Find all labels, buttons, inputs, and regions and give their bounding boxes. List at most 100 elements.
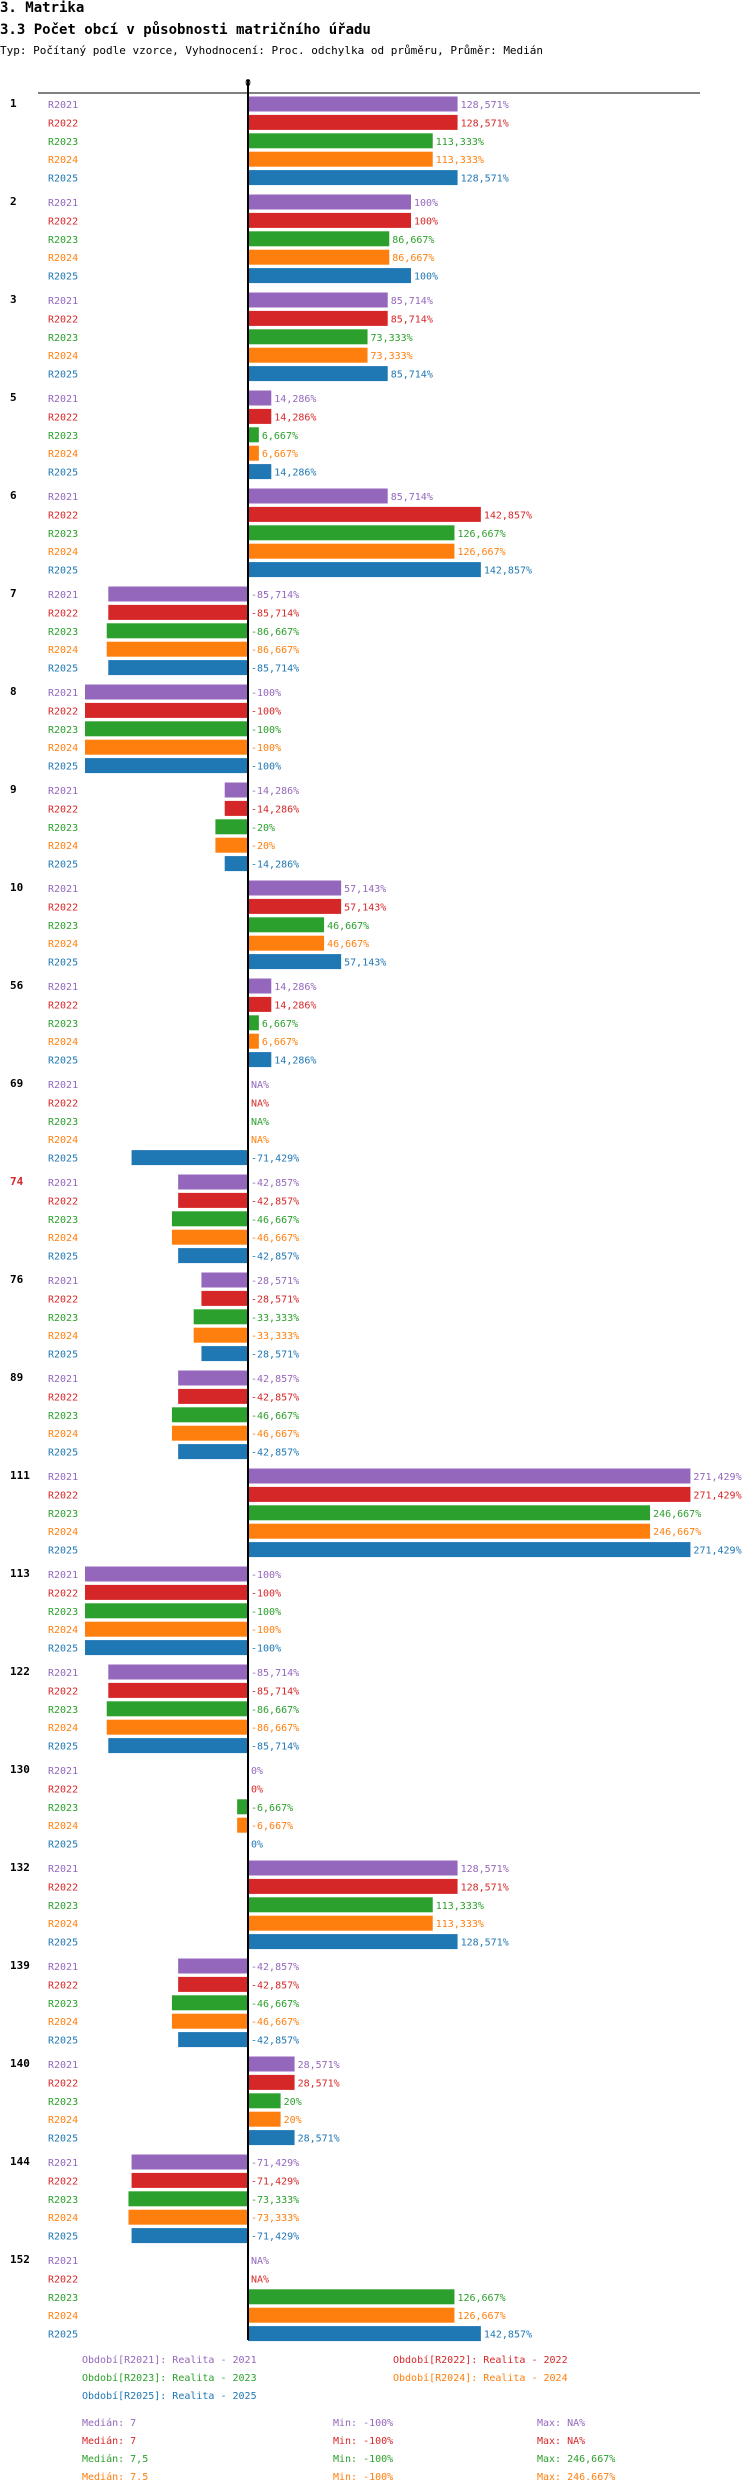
series-label-r2025: R2025 [48,1056,78,1067]
series-label-r2023: R2023 [48,1411,78,1422]
bar-2-r2022 [248,212,411,228]
stat-max-r2023: Max: 246,667% [537,2454,615,2465]
bar-6-r2023 [248,525,455,541]
bar-10-r2025 [248,954,342,970]
bar-10-r2022 [248,898,342,914]
bar-111-r2025 [248,1542,691,1558]
bar-113-r2021 [85,1566,248,1582]
bar-1-r2021 [248,96,458,112]
category-label-56: 56 [10,979,24,992]
bar-111-r2022 [248,1486,691,1502]
data-label-76-r2025: -28,571% [251,1350,299,1361]
category-label-3: 3 [10,293,17,306]
bar-56-r2025 [248,1052,272,1068]
bar-9-r2025 [224,856,248,872]
bar-140-r2023 [248,2093,281,2109]
chart-title: 3.3 Počet obcí v působnosti matričního ú… [0,22,371,38]
bar-56-r2022 [248,996,272,1012]
bar-9-r2021 [224,782,248,798]
data-label-1-r2022: 128,571% [461,118,509,129]
bar-5-r2023 [248,427,259,443]
data-label-76-r2022: -28,571% [251,1294,299,1305]
data-label-3-r2022: 85,714% [391,314,433,325]
series-label-r2024: R2024 [48,743,78,754]
bar-89-r2025 [178,1444,248,1460]
bar-56-r2024 [248,1033,259,1049]
bar-7-r2025 [108,660,248,676]
bar-3-r2021 [248,292,388,308]
series-label-r2025: R2025 [48,664,78,675]
series-label-r2022: R2022 [48,412,78,423]
series-label-r2023: R2023 [48,2097,78,2108]
series-label-r2022: R2022 [48,1000,78,1011]
data-label-152-r2022: NA% [251,2274,269,2285]
legend-item-r2023: Období[R2023]: Realita - 2023 [82,2372,257,2384]
series-label-r2025: R2025 [48,958,78,969]
data-label-111-r2024: 246,667% [653,1527,701,1538]
series-label-r2021: R2021 [48,982,78,993]
series-label-r2023: R2023 [48,431,78,442]
bar-7-r2023 [106,623,248,639]
data-label-74-r2021: -42,857% [251,1178,299,1189]
bar-5-r2025 [248,464,272,480]
data-label-10-r2024: 46,667% [327,939,369,950]
series-label-r2023: R2023 [48,1215,78,1226]
data-label-2-r2023: 86,667% [392,235,434,246]
bar-10-r2021 [248,880,342,896]
data-label-111-r2022: 271,429% [693,1490,741,1501]
bar-144-r2021 [131,2154,248,2170]
data-label-69-r2022: NA% [251,1098,269,1109]
bar-2-r2021 [248,194,411,210]
bar-130-r2024 [237,1817,248,1833]
bar-111-r2023 [248,1505,651,1521]
data-label-113-r2023: -100% [251,1607,281,1618]
bar-2-r2025 [248,268,411,284]
series-label-r2021: R2021 [48,1472,78,1483]
bar-9-r2022 [224,800,248,816]
data-label-113-r2022: -100% [251,1588,281,1599]
category-label-130: 130 [10,1763,30,1776]
series-label-r2023: R2023 [48,235,78,246]
bar-89-r2022 [178,1388,248,1404]
series-label-r2024: R2024 [48,1135,78,1146]
data-label-144-r2023: -73,333% [251,2195,299,2206]
data-label-130-r2021: 0% [251,1766,263,1777]
series-label-r2025: R2025 [48,2134,78,2145]
category-label-2: 2 [10,195,17,208]
series-label-r2021: R2021 [48,296,78,307]
series-label-r2023: R2023 [48,1705,78,1716]
series-label-r2025: R2025 [48,272,78,283]
data-label-5-r2023: 6,667% [262,431,298,442]
series-label-r2024: R2024 [48,2213,78,2224]
data-label-8-r2025: -100% [251,762,281,773]
bar-152-r2023 [248,2289,455,2305]
series-label-r2023: R2023 [48,1999,78,2010]
data-label-6-r2025: 142,857% [484,566,532,577]
data-label-140-r2021: 28,571% [298,2060,340,2071]
data-label-122-r2025: -85,714% [251,1742,299,1753]
bar-111-r2021 [248,1468,691,1484]
data-label-130-r2023: -6,667% [251,1803,293,1814]
series-label-r2025: R2025 [48,2232,78,2243]
data-label-76-r2023: -33,333% [251,1313,299,1324]
bar-3-r2023 [248,329,368,345]
series-label-r2025: R2025 [48,1154,78,1165]
series-label-r2024: R2024 [48,939,78,950]
category-label-111: 111 [10,1469,30,1482]
data-label-56-r2025: 14,286% [274,1056,316,1067]
data-label-8-r2023: -100% [251,725,281,736]
series-label-r2022: R2022 [48,1098,78,1109]
bar-76-r2023 [193,1309,248,1325]
data-label-140-r2022: 28,571% [298,2078,340,2089]
category-label-69: 69 [10,1077,23,1090]
series-label-r2023: R2023 [48,1509,78,1520]
data-label-2-r2024: 86,667% [392,253,434,264]
category-label-140: 140 [10,2057,30,2070]
category-label-9: 9 [10,783,17,796]
category-label-122: 122 [10,1665,30,1678]
data-label-5-r2025: 14,286% [274,468,316,479]
category-label-5: 5 [10,391,17,404]
bar-76-r2024 [193,1327,248,1343]
bar-5-r2024 [248,445,259,461]
